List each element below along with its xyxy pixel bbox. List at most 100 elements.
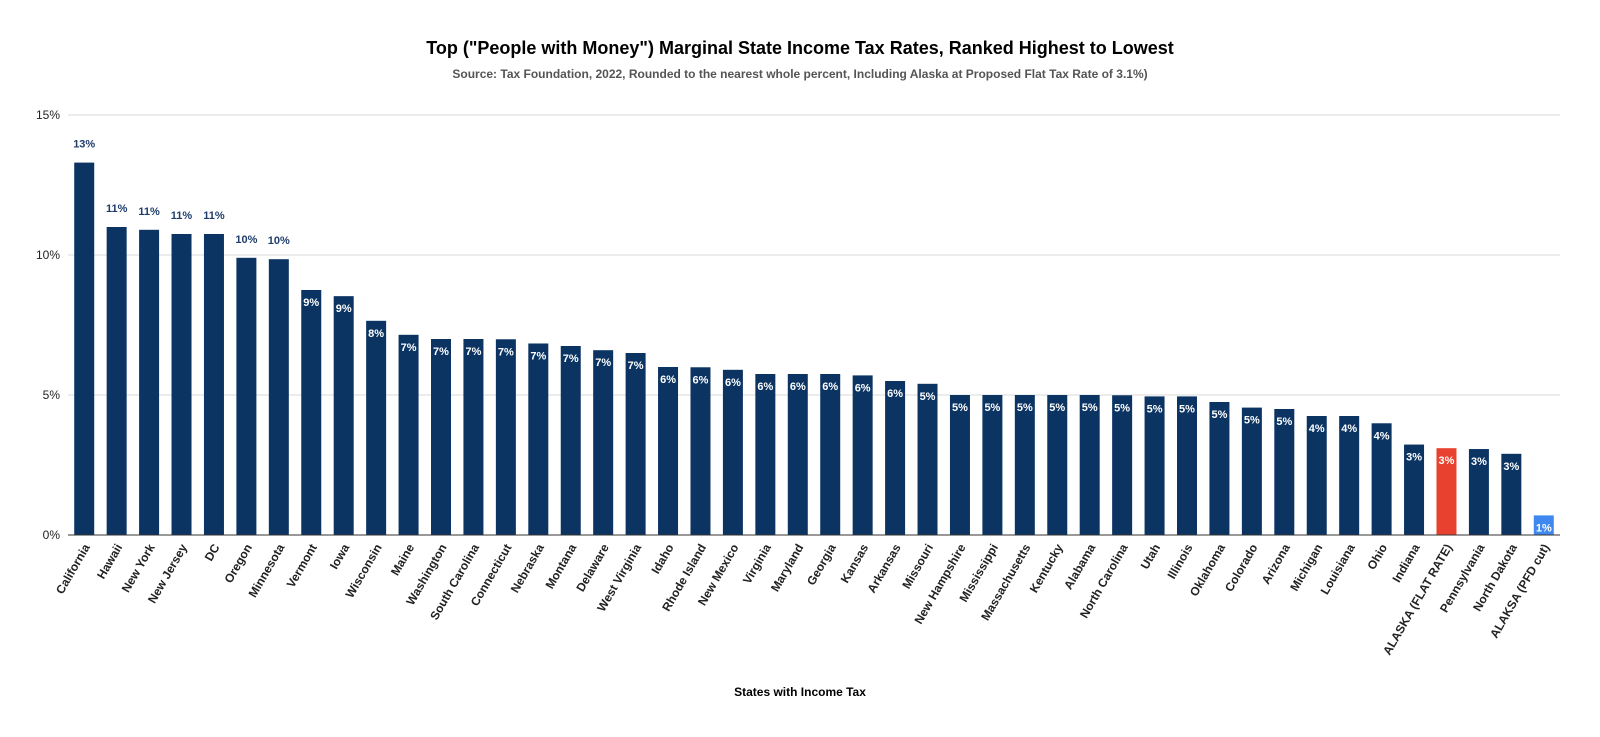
data-label: 7% bbox=[465, 346, 481, 358]
data-label: 5% bbox=[1082, 402, 1098, 414]
x-tick-label: California bbox=[53, 541, 93, 596]
data-label: 5% bbox=[1179, 403, 1195, 415]
data-label: 5% bbox=[984, 402, 1000, 414]
x-tick-label: Oregon bbox=[222, 542, 255, 586]
bar bbox=[1047, 395, 1068, 535]
x-tick-label: Georgia bbox=[804, 541, 839, 588]
bar bbox=[690, 367, 711, 535]
data-label: 7% bbox=[563, 353, 579, 365]
data-labels: 13% 11% 11% 11% 11% 10% 10% 9% 9% 8% 7% 7% 7% 7% 7% 7% 7… bbox=[73, 139, 1552, 535]
data-label: 5% bbox=[1244, 415, 1260, 427]
data-label: 1% bbox=[1536, 522, 1552, 534]
bar bbox=[1014, 395, 1035, 535]
y-axis-ticks: 0% 5% 10% 15% bbox=[36, 108, 60, 542]
data-label: 6% bbox=[822, 381, 838, 393]
bar bbox=[398, 334, 419, 535]
data-label: 5% bbox=[1276, 416, 1292, 428]
bar bbox=[1274, 409, 1295, 535]
bar bbox=[1371, 423, 1392, 535]
x-axis-label: States with Income Tax bbox=[734, 685, 866, 699]
data-label: 6% bbox=[660, 374, 676, 386]
x-tick-label: Arizona bbox=[1259, 541, 1293, 586]
data-label: 11% bbox=[203, 210, 225, 222]
bar bbox=[820, 374, 841, 535]
bar bbox=[1404, 444, 1425, 535]
x-tick-label: Virginia bbox=[740, 541, 774, 586]
x-tick-label: Ohio bbox=[1364, 542, 1390, 573]
data-label: 11% bbox=[138, 206, 160, 218]
data-label: 3% bbox=[1503, 461, 1519, 473]
bar bbox=[787, 374, 808, 535]
x-tick-label: Kansas bbox=[838, 541, 872, 585]
bar bbox=[1079, 395, 1100, 535]
bar bbox=[139, 229, 160, 536]
data-label: 4% bbox=[1374, 430, 1390, 442]
data-label: 5% bbox=[952, 402, 968, 414]
data-label: 6% bbox=[757, 381, 773, 393]
data-label: 5% bbox=[1147, 403, 1163, 415]
chart-subtitle: Source: Tax Foundation, 2022, Rounded to… bbox=[452, 67, 1147, 81]
bar bbox=[1177, 396, 1197, 535]
y-tick-label: 5% bbox=[43, 388, 61, 402]
bar bbox=[982, 395, 1003, 535]
data-label: 6% bbox=[693, 374, 709, 386]
bar bbox=[268, 259, 289, 535]
bar bbox=[1339, 416, 1360, 535]
bar bbox=[203, 234, 224, 535]
x-tick-label: ALAKSA (PFD cut) bbox=[1487, 542, 1552, 641]
bar bbox=[625, 353, 646, 535]
data-label: 5% bbox=[1017, 402, 1033, 414]
bar bbox=[74, 162, 95, 535]
y-tick-label: 15% bbox=[36, 108, 60, 122]
bar bbox=[560, 346, 581, 535]
bar bbox=[1306, 416, 1327, 535]
data-label: 7% bbox=[595, 357, 611, 369]
bar bbox=[463, 339, 484, 535]
bar bbox=[528, 343, 549, 535]
data-label: 5% bbox=[1114, 402, 1130, 414]
bar bbox=[885, 381, 906, 535]
x-tick-label: Vermont bbox=[284, 542, 320, 591]
data-label: 5% bbox=[1211, 409, 1227, 421]
data-label: 6% bbox=[855, 382, 871, 394]
x-tick-label: Maryland bbox=[768, 542, 806, 595]
bar bbox=[333, 296, 354, 535]
bar bbox=[1209, 402, 1230, 535]
data-label: 7% bbox=[530, 350, 546, 362]
x-tick-label: Illinois bbox=[1164, 541, 1195, 581]
data-label: 4% bbox=[1309, 423, 1325, 435]
data-label: 7% bbox=[401, 342, 417, 354]
y-tick-label: 0% bbox=[43, 528, 61, 542]
data-label: 5% bbox=[920, 391, 936, 403]
data-label: 6% bbox=[725, 377, 741, 389]
data-label: 6% bbox=[887, 388, 903, 400]
bar bbox=[1112, 395, 1133, 535]
data-label: 3% bbox=[1406, 452, 1422, 464]
bar bbox=[852, 375, 873, 535]
bar bbox=[1436, 448, 1457, 535]
data-label: 9% bbox=[336, 303, 352, 315]
bar bbox=[495, 339, 516, 535]
x-tick-label: Colorado bbox=[1222, 542, 1260, 595]
bar bbox=[722, 369, 743, 535]
gridlines bbox=[68, 114, 1560, 396]
data-label: 11% bbox=[171, 210, 193, 222]
bar bbox=[431, 339, 451, 535]
bar bbox=[658, 367, 679, 535]
data-label: 3% bbox=[1439, 455, 1455, 467]
data-label: 7% bbox=[433, 346, 449, 358]
data-label: 8% bbox=[368, 328, 384, 340]
y-tick-label: 10% bbox=[36, 248, 60, 262]
x-tick-label: Maine bbox=[388, 541, 417, 578]
bar bbox=[1241, 407, 1262, 535]
x-tick-label: Indiana bbox=[1390, 541, 1423, 585]
bar bbox=[593, 350, 614, 535]
bar bbox=[171, 234, 192, 535]
x-tick-label: Montana bbox=[543, 541, 580, 591]
data-label: 6% bbox=[790, 381, 806, 393]
data-label: 4% bbox=[1341, 423, 1357, 435]
x-tick-label: Missouri bbox=[899, 542, 936, 592]
